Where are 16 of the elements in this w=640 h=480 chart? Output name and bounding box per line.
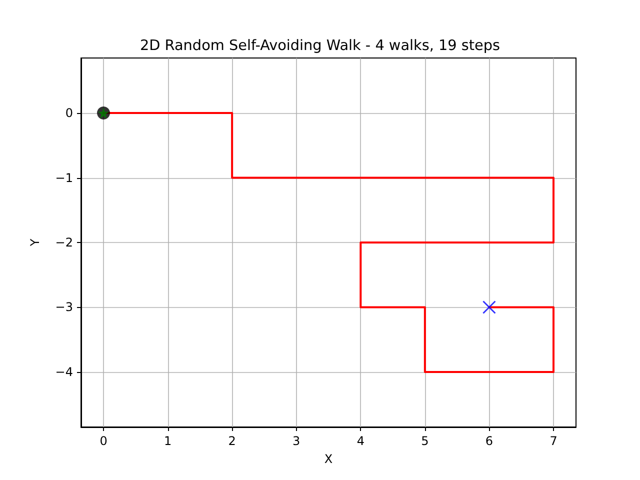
- x-tick-label: 6: [485, 434, 494, 448]
- x-tick-label: 3: [292, 434, 300, 448]
- x-tick-label: 4: [356, 434, 364, 448]
- y-axis-title: Y: [28, 238, 42, 248]
- y-tick-label: 0: [65, 106, 73, 120]
- x-tick-label: 5: [421, 434, 429, 448]
- y-tick-label: −4: [55, 364, 73, 379]
- y-tick-label: −1: [55, 170, 73, 185]
- y-tick-label: −2: [55, 236, 73, 250]
- x-tick-label: 7: [550, 434, 558, 448]
- x-tick-label: 0: [100, 434, 108, 448]
- x-tick-label: 1: [164, 434, 172, 448]
- y-tick-label: −3: [55, 300, 73, 314]
- x-tick-label: 2: [228, 434, 236, 448]
- x-axis-title: X: [324, 452, 333, 466]
- chart-title: 2D Random Self-Avoiding Walk - 4 walks, 19 steps: [140, 38, 500, 54]
